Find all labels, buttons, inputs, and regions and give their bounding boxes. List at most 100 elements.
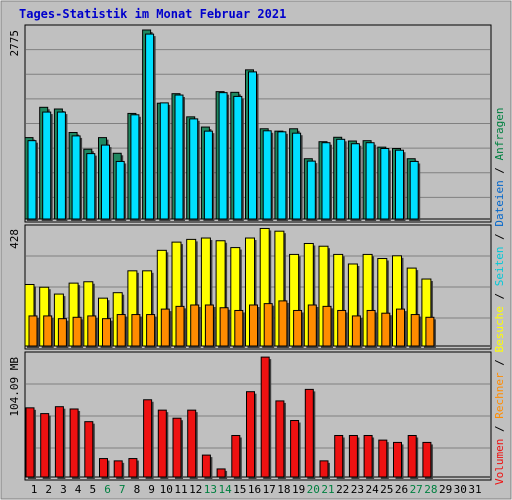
bar-volume-volumen-day-16 xyxy=(246,391,257,479)
bar-body xyxy=(275,400,285,478)
y-axis-label-visits: 428 xyxy=(8,229,21,249)
bar-visits-besuche-day-8 xyxy=(131,314,142,348)
bar-body xyxy=(337,309,347,347)
bar-hits-dateien-day-3 xyxy=(56,111,68,221)
bar-volume-volumen-day-17 xyxy=(260,356,272,479)
bar-body xyxy=(293,309,303,347)
bar-body xyxy=(378,439,388,478)
bar-volume-volumen-day-6 xyxy=(99,458,110,479)
x-tick-label-day-24: 24 xyxy=(365,483,379,496)
bar-hits-dateien-day-11 xyxy=(174,94,185,221)
bar-visits-besuche-day-13 xyxy=(204,304,216,348)
bar-body xyxy=(69,408,79,478)
legend-separator: / xyxy=(493,419,506,439)
bar-body xyxy=(410,314,420,347)
bar-body xyxy=(409,160,419,220)
x-tick-label-day-10: 10 xyxy=(160,483,173,496)
bar-body xyxy=(160,308,170,347)
bar-volume-volumen-day-28 xyxy=(422,441,433,479)
bar-body xyxy=(86,153,96,220)
bar-body xyxy=(174,94,184,220)
x-tick-label-day-12: 12 xyxy=(189,483,202,496)
bar-visits-besuche-day-11 xyxy=(175,305,186,348)
bar-visits-besuche-day-17 xyxy=(263,303,275,348)
bar-hits-dateien-day-10 xyxy=(159,102,171,221)
bar-body xyxy=(116,314,126,347)
bar-visits-besuche-day-6 xyxy=(102,318,113,348)
bar-visits-besuche-day-10 xyxy=(160,308,172,348)
bar-body xyxy=(407,434,417,478)
bar-visits-besuche-day-24 xyxy=(366,309,378,348)
bar-hits-dateien-day-9 xyxy=(145,33,156,221)
bar-body xyxy=(145,33,155,220)
x-tick-label-day-13: 13 xyxy=(204,483,217,496)
bar-volume-volumen-day-1 xyxy=(25,407,36,479)
bar-body xyxy=(190,304,200,347)
bar-hits-dateien-day-5 xyxy=(86,153,97,221)
x-tick-label-day-27: 27 xyxy=(410,483,423,496)
bar-body xyxy=(363,434,373,478)
bar-body xyxy=(54,406,64,478)
bar-volume-volumen-day-25 xyxy=(378,439,389,479)
bar-body xyxy=(366,309,376,347)
bar-volume-volumen-day-3 xyxy=(54,406,66,479)
bar-body xyxy=(57,318,67,347)
bar-body xyxy=(306,160,316,220)
bar-visits-besuche-day-20 xyxy=(307,304,319,348)
bar-body xyxy=(348,434,358,478)
bar-body xyxy=(262,130,272,220)
x-tick-label-day-8: 8 xyxy=(134,483,141,496)
bar-body xyxy=(278,300,288,347)
bar-body xyxy=(43,315,53,347)
bar-body xyxy=(172,417,182,478)
bar-body xyxy=(393,441,402,478)
x-tick-label-day-2: 2 xyxy=(45,483,52,496)
bar-visits-besuche-day-15 xyxy=(234,309,245,348)
bar-volume-volumen-day-11 xyxy=(172,417,183,479)
bar-body xyxy=(27,140,37,220)
legend-rechner: Rechner xyxy=(493,372,506,419)
legend: Volumen / Rechner / Besuche / Seiten / D… xyxy=(493,107,506,485)
bar-body xyxy=(263,303,273,347)
bar-body xyxy=(246,391,255,478)
x-tick-label-day-22: 22 xyxy=(336,483,349,496)
x-tick-label-day-15: 15 xyxy=(233,483,246,496)
bar-body xyxy=(292,132,302,220)
bar-body xyxy=(380,148,390,220)
bar-hits-dateien-day-22 xyxy=(336,138,347,221)
bar-body xyxy=(395,149,404,220)
bar-visits-besuche-day-25 xyxy=(381,312,392,348)
bar-body xyxy=(204,304,214,347)
bar-body xyxy=(189,118,199,220)
bar-body xyxy=(143,399,153,478)
bar-hits-dateien-day-16 xyxy=(248,71,259,221)
bar-body xyxy=(218,92,228,220)
bar-volume-volumen-day-21 xyxy=(319,460,330,479)
bar-volume-volumen-day-12 xyxy=(187,409,198,479)
bar-body xyxy=(249,304,258,347)
bar-volume-volumen-day-2 xyxy=(40,413,51,479)
x-tick-label-day-25: 25 xyxy=(380,483,393,496)
bar-body xyxy=(336,138,346,220)
bar-body xyxy=(146,314,156,347)
bar-body xyxy=(321,142,331,220)
bar-hits-dateien-day-17 xyxy=(262,130,274,221)
bar-body xyxy=(128,458,138,478)
bar-hits-dateien-day-8 xyxy=(130,114,141,221)
bar-body xyxy=(130,114,140,220)
bar-visits-besuche-day-28 xyxy=(425,316,436,348)
bar-visits-besuche-day-26 xyxy=(396,308,407,348)
bar-body xyxy=(304,388,314,478)
bar-body xyxy=(231,434,241,478)
bar-hits-dateien-day-18 xyxy=(277,131,288,221)
bar-body xyxy=(260,356,270,478)
bar-visits-besuche-day-5 xyxy=(87,315,98,348)
legend-volumen: Volumen xyxy=(493,439,506,485)
bar-body xyxy=(113,460,123,478)
bar-body xyxy=(72,316,82,347)
bar-visits-besuche-day-16 xyxy=(249,304,260,348)
bar-body xyxy=(350,143,360,220)
bar-body xyxy=(175,305,185,347)
chart-title: Tages-Statistik im Monat Februar 2021 xyxy=(19,7,287,21)
